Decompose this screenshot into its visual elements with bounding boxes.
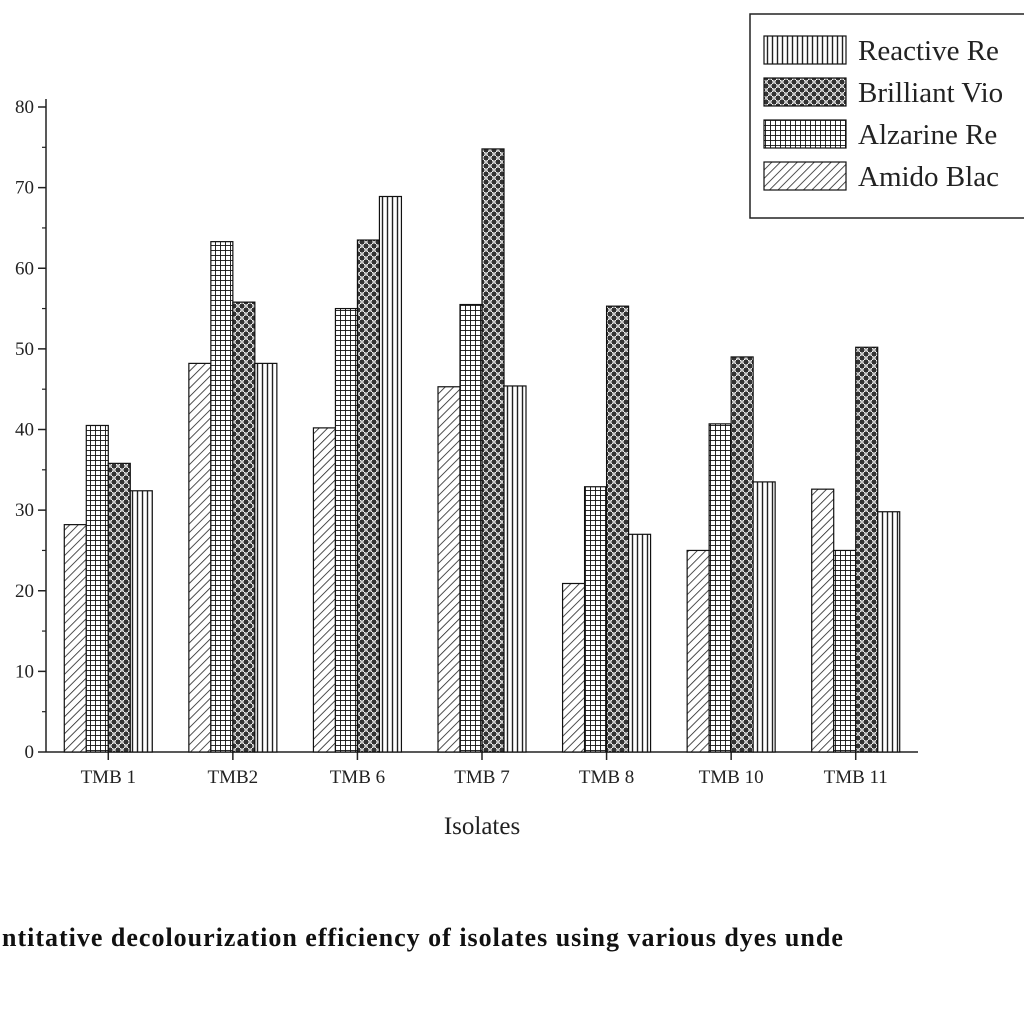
- y-tick-label: 10: [15, 661, 34, 682]
- bar: [811, 488, 835, 753]
- y-tick-label: 0: [25, 742, 35, 763]
- bar: [378, 195, 403, 753]
- bar: [730, 356, 754, 753]
- x-axis-title: Isolates: [444, 813, 520, 840]
- bar: [481, 148, 505, 753]
- bar: [437, 386, 461, 753]
- y-tick-label: 30: [15, 500, 34, 521]
- bar: [708, 423, 732, 753]
- bar: [254, 362, 278, 753]
- bar: [356, 239, 381, 753]
- bar: [312, 427, 337, 753]
- x-tick-label: TMB 6: [330, 767, 385, 788]
- bar: [605, 305, 630, 753]
- bar: [210, 241, 234, 753]
- bar: [188, 362, 212, 753]
- x-tick-label: TMB 11: [824, 767, 888, 788]
- bar: [686, 549, 710, 753]
- x-tick-label: TMB 10: [699, 767, 764, 788]
- legend-label: Alzarine Re: [858, 119, 997, 151]
- figure-caption: ntitative decolourization efficiency of …: [2, 923, 844, 952]
- bar: [85, 424, 109, 753]
- x-tick-label: TMB2: [208, 767, 259, 788]
- y-tick-label: 60: [15, 258, 34, 279]
- legend-label: Amido Blac: [858, 161, 999, 193]
- bar: [334, 307, 359, 753]
- x-tick-label: TMB 7: [454, 767, 509, 788]
- legend-swatch: [763, 119, 847, 149]
- bar: [752, 481, 776, 753]
- bar: [855, 346, 879, 753]
- bar: [627, 533, 652, 753]
- legend-swatch: [763, 35, 847, 65]
- bar: [877, 511, 901, 753]
- y-tick-label: 70: [15, 178, 34, 199]
- bar: [107, 462, 131, 753]
- bar: [232, 301, 256, 753]
- y-tick-label: 50: [15, 339, 34, 360]
- y-tick-label: 40: [15, 420, 34, 441]
- bar: [561, 582, 586, 753]
- x-tick-label: TMB 1: [81, 767, 136, 788]
- legend-swatch: [763, 77, 847, 107]
- legend-label: Reactive Re: [858, 35, 999, 67]
- bar: [459, 303, 483, 753]
- y-tick-label: 80: [15, 97, 34, 118]
- bar: [129, 490, 153, 753]
- bar: [583, 486, 608, 753]
- legend-swatch: [763, 161, 847, 191]
- x-tick-label: TMB 8: [579, 767, 634, 788]
- legend-label: Brilliant Vio: [858, 77, 1003, 109]
- bar: [833, 549, 857, 753]
- y-tick-label: 20: [15, 581, 34, 602]
- bar: [63, 524, 87, 753]
- bars: [63, 148, 901, 753]
- legend: Reactive Re Brilliant Vio Alzarine Re Amido…: [749, 13, 1024, 219]
- bar: [503, 385, 527, 753]
